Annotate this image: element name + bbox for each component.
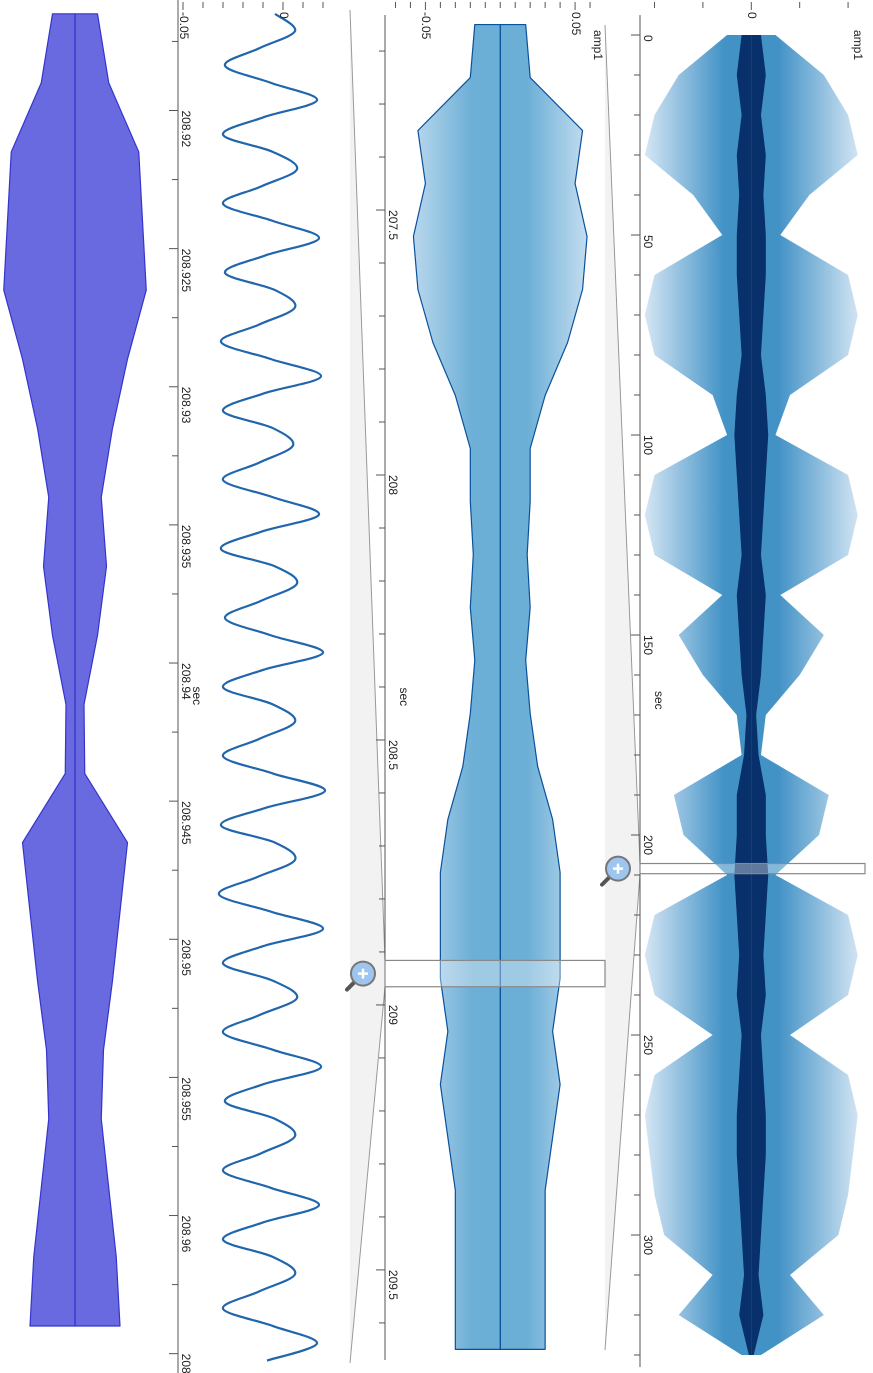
x-tick-label: 150 xyxy=(641,635,655,655)
y-tick-label: 0.05 xyxy=(569,12,583,36)
y-tick-label: 0 xyxy=(745,12,759,19)
x-tick-label: 200 xyxy=(641,835,655,855)
y-axis-label: amp1 xyxy=(851,30,865,60)
x-tick-label: 250 xyxy=(641,1035,655,1055)
zoom-connector xyxy=(605,25,640,1350)
page: 0 50 100 150 200 250 300 0 sec amp1 207.5 208 208.5 2… xyxy=(0,0,873,1373)
envelope xyxy=(413,25,500,1350)
x-tick-label: 208.95 xyxy=(179,939,193,976)
y-tick-label: 0 xyxy=(277,12,291,19)
x-axis-label: sec xyxy=(397,688,411,707)
x-tick-label: 100 xyxy=(641,435,655,455)
chart: 0 50 100 150 200 250 300 0 sec amp1 207.5 208 208.5 2… xyxy=(0,0,873,1373)
x-tick-label: 208.935 xyxy=(179,525,193,569)
x-tick-label: 207.5 xyxy=(386,210,400,240)
x-tick-label: 208.925 xyxy=(179,249,193,293)
envelope xyxy=(75,14,146,1326)
x-axis-label: sec xyxy=(652,691,666,710)
x-tick-label: 209.5 xyxy=(386,1270,400,1300)
x-tick-label: 300 xyxy=(641,1235,655,1255)
y-tick-label: -0.05 xyxy=(419,12,433,40)
wave-line xyxy=(219,14,325,1361)
x-tick-label: 208. xyxy=(179,1354,193,1373)
y-axis-label: amp1 xyxy=(591,30,605,60)
x-tick-label: 50 xyxy=(641,235,655,249)
x-axis-label: sec xyxy=(190,687,204,706)
zoom-selection xyxy=(385,960,605,986)
envelope xyxy=(500,25,587,1350)
x-tick-label: 208.5 xyxy=(386,740,400,770)
x-tick-label: 208.93 xyxy=(179,387,193,424)
x-tick-label: 208.945 xyxy=(179,801,193,845)
x-tick-label: 208 xyxy=(386,475,400,495)
x-tick-label: 208.92 xyxy=(179,111,193,148)
x-tick-label: 209 xyxy=(386,1005,400,1025)
x-tick-label: 0 xyxy=(641,35,655,42)
envelope xyxy=(4,14,75,1326)
envelope xyxy=(751,35,857,1355)
y-tick-label: -0.05 xyxy=(177,12,191,40)
x-tick-label: 208.96 xyxy=(179,1216,193,1253)
x-tick-label: 208.955 xyxy=(179,1077,193,1121)
zoom-selection xyxy=(640,864,865,874)
